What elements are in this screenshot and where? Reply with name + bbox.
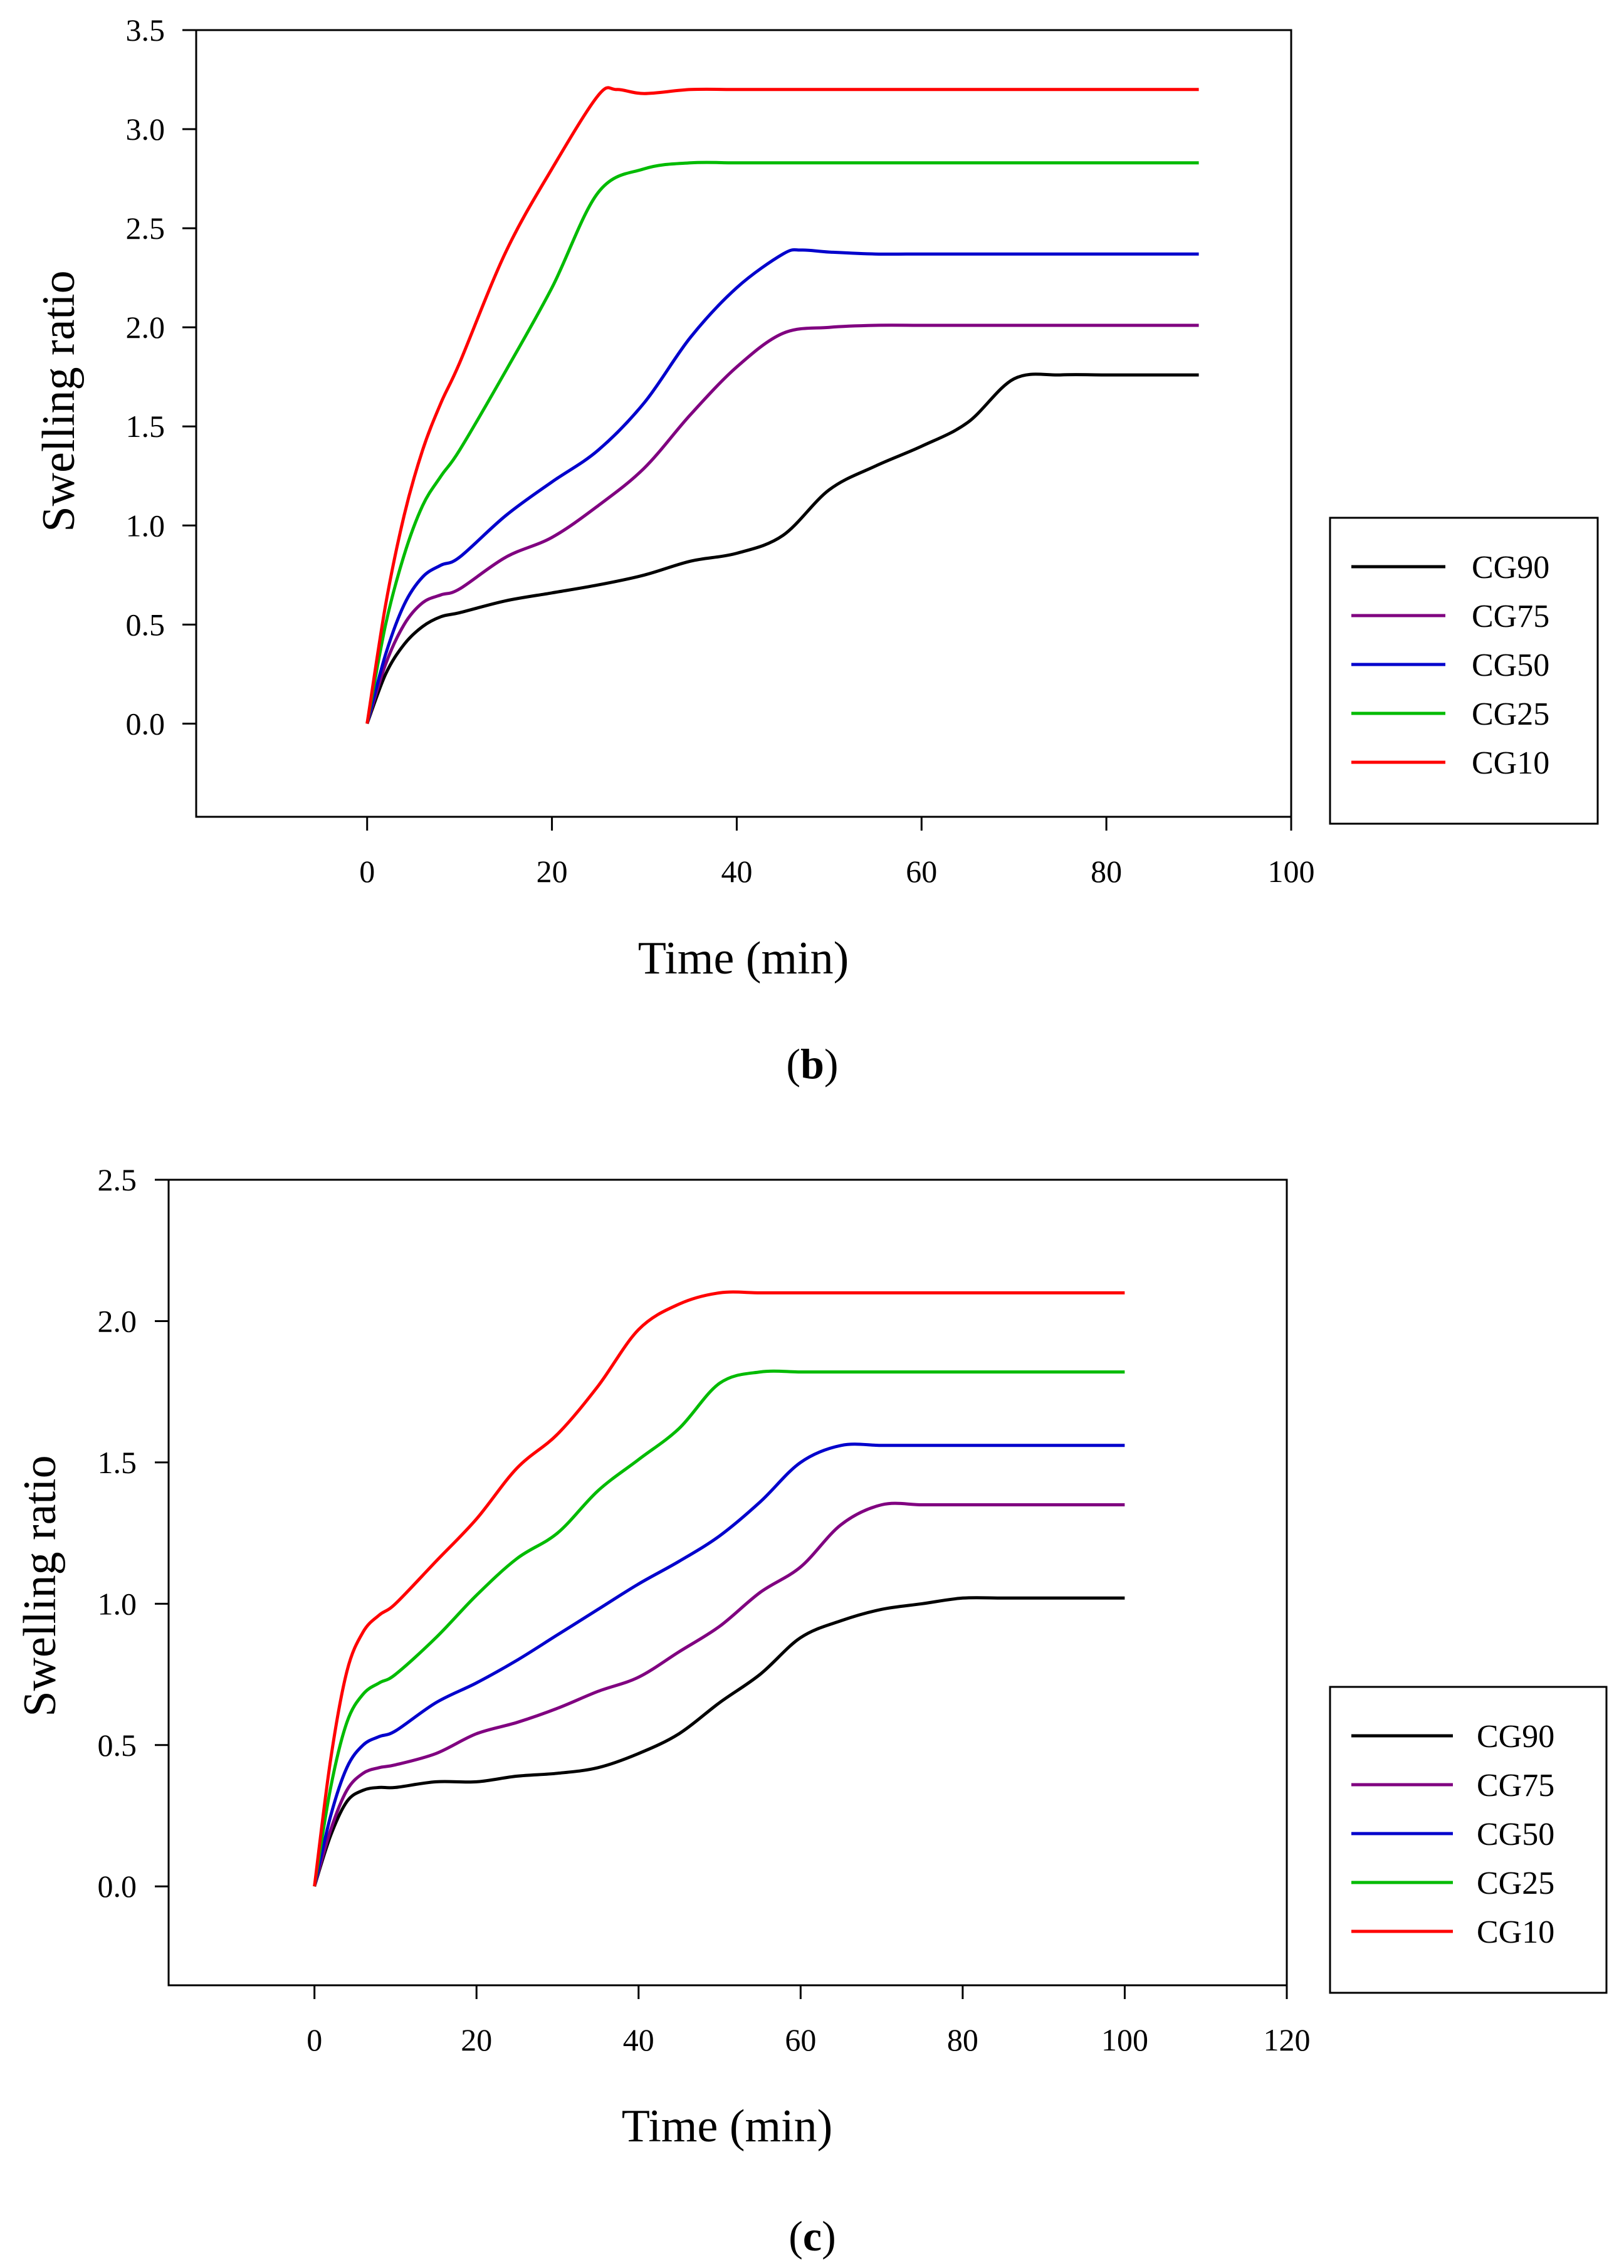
chart-panel-c: 0 20 40 60 80 100 120 0.0 0.5 1.0 1.5 2.… — [14, 1162, 1608, 2260]
ytick-b-1: 0.5 — [126, 607, 165, 642]
plot-frame-b — [195, 29, 1292, 818]
series-line-c-cg10 — [313, 1290, 1125, 1887]
chart-panel-b: 0 20 40 60 80 100 0.0 0.5 1.0 1.5 2.0 2.… — [33, 13, 1599, 1088]
xtick-c-3: 60 — [785, 2022, 816, 2057]
panel-caption-letter-c: c — [803, 2212, 822, 2260]
xtick-b-1: 20 — [537, 854, 568, 889]
legend-label-b-cg75: CG75 — [1472, 599, 1549, 634]
xtick-c-2: 40 — [623, 2022, 654, 2057]
legend-label-c-cg75: CG75 — [1477, 1768, 1554, 1803]
panel-caption-letter-b: b — [800, 1040, 824, 1088]
xtick-b-0: 0 — [359, 854, 375, 889]
plot-frame-c — [167, 1179, 1288, 1987]
series-line-b-cg75 — [365, 323, 1199, 725]
series-line-c-cg90 — [313, 1596, 1125, 1887]
ytick-b-6: 3.0 — [126, 112, 165, 147]
ytick-b-2: 1.0 — [126, 508, 165, 543]
y-axis-label-c: Swelling ratio — [14, 1455, 66, 1716]
series-line-b-cg25 — [365, 160, 1199, 724]
xtick-b-3: 60 — [906, 854, 937, 889]
panel-caption-b: (b) — [786, 1040, 838, 1088]
legend-label-c-cg50: CG50 — [1477, 1817, 1554, 1852]
x-axis-label-c: Time (min) — [622, 2101, 832, 2152]
series-line-c-cg25 — [313, 1369, 1125, 1887]
ytick-c-4: 2.0 — [98, 1303, 137, 1338]
legend-label-c-cg90: CG90 — [1477, 1719, 1554, 1755]
legend-label-b-cg50: CG50 — [1472, 648, 1549, 683]
ytick-b-5: 2.5 — [126, 211, 165, 246]
xtick-c-4: 80 — [947, 2022, 978, 2057]
xtick-c-0: 0 — [306, 2022, 322, 2057]
legend-label-c-cg25: CG25 — [1477, 1866, 1554, 1901]
y-axis-label-b: Swelling ratio — [33, 270, 85, 532]
series-line-c-cg75 — [313, 1501, 1125, 1887]
legend-c: CG90 CG75 CG50 CG25 CG10 — [1329, 1686, 1608, 1994]
series-lines-b — [365, 86, 1199, 725]
ytick-b-4: 2.0 — [126, 310, 165, 345]
ytick-c-1: 0.5 — [98, 1728, 137, 1763]
xtick-b-2: 40 — [721, 854, 752, 889]
series-line-b-cg50 — [365, 248, 1199, 725]
legend-b: CG90 CG75 CG50 CG25 CG10 — [1329, 517, 1599, 825]
legend-label-b-cg25: CG25 — [1472, 696, 1549, 732]
axis-ticks-b — [182, 29, 1292, 831]
ytick-c-5: 2.5 — [98, 1162, 137, 1197]
xtick-b-5: 100 — [1268, 854, 1315, 889]
series-lines-c — [313, 1290, 1125, 1887]
ytick-c-0: 0.0 — [98, 1869, 137, 1904]
xtick-c-1: 20 — [461, 2022, 492, 2057]
series-line-b-cg90 — [365, 372, 1199, 725]
xtick-c-6: 120 — [1264, 2022, 1311, 2057]
legend-label-c-cg10: CG10 — [1477, 1914, 1554, 1950]
series-line-b-cg10 — [365, 86, 1199, 724]
panel-caption-c: (c) — [788, 2212, 836, 2260]
ytick-b-0: 0.0 — [126, 706, 165, 741]
legend-frame-c — [1329, 1686, 1608, 1994]
legend-label-b-cg90: CG90 — [1472, 550, 1549, 585]
ytick-b-3: 1.5 — [126, 409, 165, 444]
x-axis-label-b: Time (min) — [638, 933, 849, 984]
xtick-c-5: 100 — [1101, 2022, 1148, 2057]
ytick-c-2: 1.0 — [98, 1586, 137, 1621]
legend-label-b-cg10: CG10 — [1472, 745, 1549, 781]
ytick-b-7: 3.5 — [126, 13, 165, 48]
series-line-c-cg50 — [313, 1442, 1125, 1887]
ytick-c-3: 1.5 — [98, 1445, 137, 1480]
axis-ticks-c — [155, 1179, 1288, 1999]
legend-frame-b — [1329, 517, 1599, 825]
xtick-b-4: 80 — [1091, 854, 1122, 889]
